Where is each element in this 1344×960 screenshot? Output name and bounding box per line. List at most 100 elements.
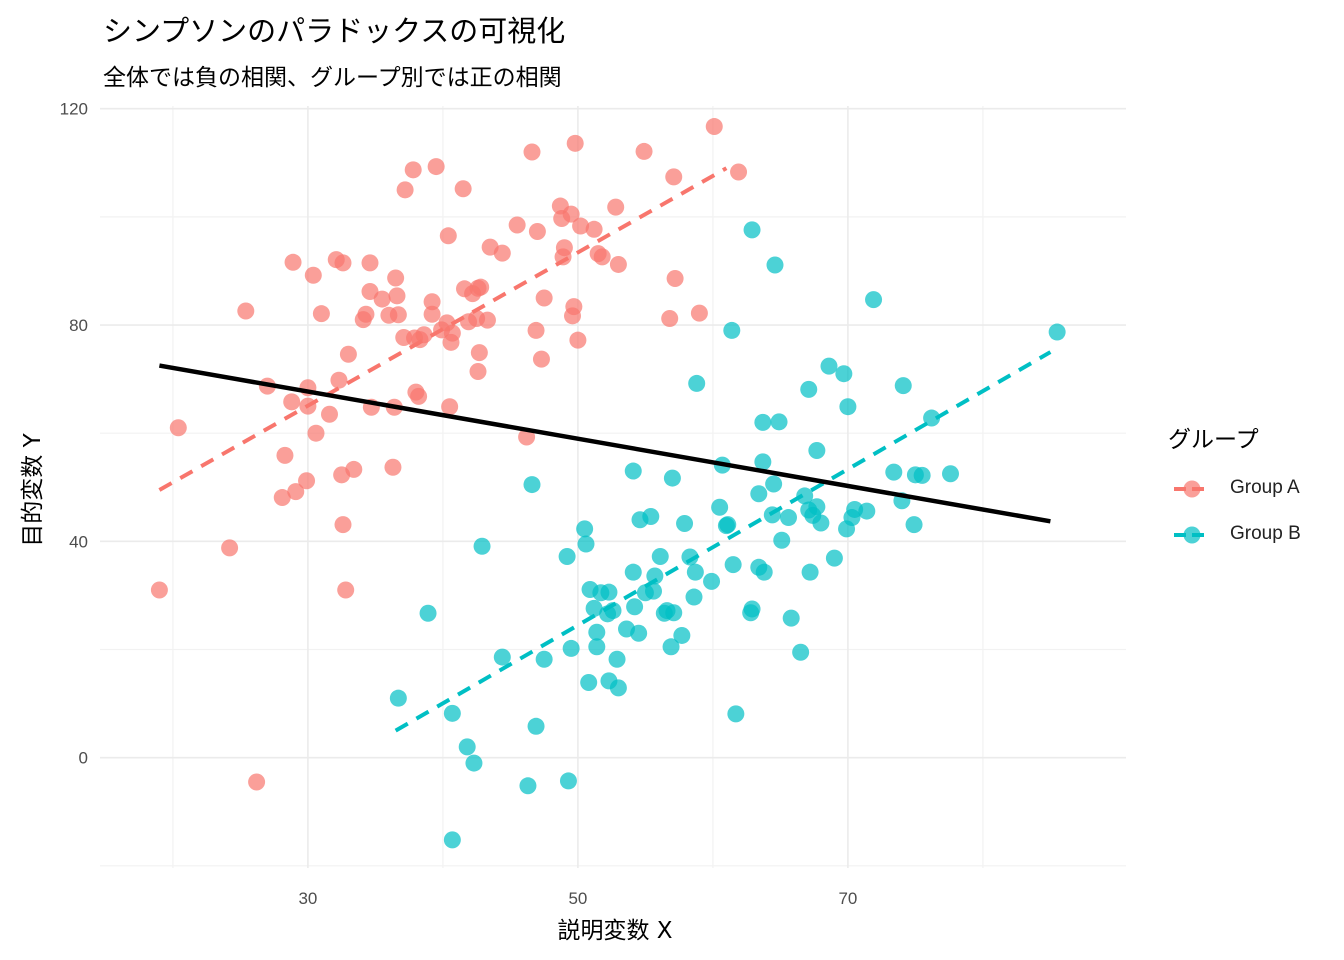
data-point-group-b xyxy=(630,625,647,642)
data-point-group-a xyxy=(471,344,488,361)
data-point-group-a xyxy=(667,270,684,287)
data-point-group-a xyxy=(321,406,338,423)
data-point-group-a xyxy=(706,118,723,135)
data-point-group-b xyxy=(725,556,742,573)
data-point-group-a xyxy=(410,388,427,405)
data-point-group-b xyxy=(719,516,736,533)
data-point-group-b xyxy=(914,467,931,484)
data-point-group-b xyxy=(576,520,593,537)
data-point-group-b xyxy=(765,476,782,493)
data-point-group-b xyxy=(494,649,511,666)
data-point-group-a xyxy=(455,180,472,197)
data-point-group-a xyxy=(237,302,254,319)
data-point-group-b xyxy=(626,598,643,615)
data-point-group-a xyxy=(151,582,168,599)
data-point-group-b xyxy=(744,221,761,238)
data-point-group-b xyxy=(771,413,788,430)
data-point-group-b xyxy=(625,463,642,480)
data-point-group-b xyxy=(792,644,809,661)
data-point-group-b xyxy=(826,550,843,567)
x-tick-label: 50 xyxy=(568,889,587,908)
data-point-group-a xyxy=(665,168,682,185)
legend-title: グループ xyxy=(1168,420,1259,454)
data-point-group-a xyxy=(357,306,374,323)
legend-label-group-b: Group B xyxy=(1230,523,1301,545)
data-point-group-b xyxy=(727,705,744,722)
data-point-group-a xyxy=(285,254,302,271)
data-point-group-b xyxy=(835,365,852,382)
data-point-group-b xyxy=(652,548,669,565)
data-point-group-a xyxy=(524,143,541,160)
data-point-group-b xyxy=(563,640,580,657)
data-point-group-a xyxy=(330,372,347,389)
data-point-group-b xyxy=(536,651,553,668)
data-point-group-b xyxy=(767,256,784,273)
data-point-group-b xyxy=(519,777,536,794)
data-point-group-a xyxy=(479,312,496,329)
data-point-group-b xyxy=(723,322,740,339)
data-point-group-a xyxy=(565,298,582,315)
data-point-group-b xyxy=(578,536,595,553)
data-point-group-b xyxy=(642,508,659,525)
data-point-group-a xyxy=(362,254,379,271)
data-point-group-a xyxy=(509,216,526,233)
data-point-group-b xyxy=(773,532,790,549)
data-point-group-b xyxy=(885,464,902,481)
data-point-group-b xyxy=(754,414,771,431)
data-point-group-b xyxy=(609,651,626,668)
data-point-group-b xyxy=(459,738,476,755)
data-point-group-b xyxy=(474,538,491,555)
data-point-group-a xyxy=(416,326,433,343)
data-point-group-a xyxy=(636,143,653,160)
x-tick-label: 70 xyxy=(838,889,857,908)
minor-gridlines xyxy=(100,106,1126,868)
data-point-group-a xyxy=(607,199,624,216)
data-point-group-b xyxy=(711,499,728,516)
data-point-group-b xyxy=(676,515,693,532)
major-gridlines xyxy=(100,106,1126,868)
data-point-group-b xyxy=(858,503,875,520)
tick-labels: 30 50 70 0 40 80 120 xyxy=(60,100,858,908)
data-point-group-a xyxy=(397,181,414,198)
data-point-group-a xyxy=(345,461,362,478)
data-point-group-a xyxy=(586,221,603,238)
data-point-group-b xyxy=(444,831,461,848)
data-point-group-a xyxy=(305,267,322,284)
data-point-group-a xyxy=(374,291,391,308)
data-point-group-a xyxy=(567,135,584,152)
data-point-group-b xyxy=(744,600,761,617)
data-point-group-a xyxy=(428,158,445,175)
data-point-group-b xyxy=(610,679,627,696)
data-point-group-b xyxy=(895,377,912,394)
data-point-group-b xyxy=(865,291,882,308)
data-point-group-b xyxy=(588,624,605,641)
x-axis-title: 説明変数 X xyxy=(557,918,672,944)
legend-label-group-a: Group A xyxy=(1230,477,1300,499)
data-point-group-b xyxy=(524,476,541,493)
data-point-group-a xyxy=(221,539,238,556)
data-point-group-a xyxy=(340,346,357,363)
data-point-group-b xyxy=(688,375,705,392)
data-point-group-a xyxy=(335,516,352,533)
data-point-group-a xyxy=(610,256,627,273)
data-point-group-b xyxy=(465,755,482,772)
data-point-group-a xyxy=(470,363,487,380)
y-tick-label: 80 xyxy=(69,316,88,335)
data-point-group-b xyxy=(664,470,681,487)
y-tick-label: 0 xyxy=(79,749,88,768)
data-point-group-b xyxy=(528,718,545,735)
data-point-group-b xyxy=(686,589,703,606)
legend-key-group-b xyxy=(1174,527,1210,544)
data-point-group-b xyxy=(750,485,767,502)
data-point-group-a xyxy=(556,239,573,256)
data-point-group-b xyxy=(802,564,819,581)
data-point-group-b xyxy=(808,442,825,459)
data-point-group-a xyxy=(337,582,354,599)
data-point-group-a xyxy=(248,774,265,791)
legend-key-group-a xyxy=(1174,481,1210,498)
data-point-group-a xyxy=(594,248,611,265)
data-point-group-a xyxy=(441,398,458,415)
data-point-group-a xyxy=(405,161,422,178)
data-point-group-a xyxy=(313,305,330,322)
